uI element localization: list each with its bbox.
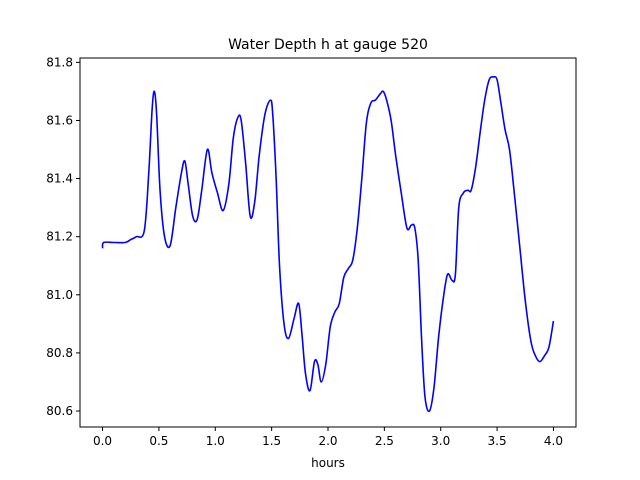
chart-title: Water Depth h at gauge 520 <box>228 37 428 53</box>
x-axis-label: hours <box>311 456 345 470</box>
y-axis: 80.6 80.8 81.0 81.2 81.4 81.6 81.8 <box>46 55 80 418</box>
y-tick-label: 81.4 <box>46 172 73 186</box>
x-tick-label: 0.5 <box>149 434 168 448</box>
x-tick-label: 1.5 <box>262 434 281 448</box>
y-tick-label: 80.6 <box>46 404 73 418</box>
series-line-water-depth <box>101 75 555 413</box>
x-tick-label: 0.0 <box>93 434 112 448</box>
y-tick-label: 81.8 <box>46 55 73 69</box>
x-tick-label: 4.0 <box>544 434 563 448</box>
x-tick-label: 2.5 <box>375 434 394 448</box>
x-axis: 0.0 0.5 1.0 1.5 2.0 2.5 3.0 3.5 4.0 <box>93 427 563 448</box>
x-tick-label: 1.0 <box>206 434 225 448</box>
y-tick-label: 81.2 <box>46 230 73 244</box>
y-tick-label: 81.6 <box>46 113 73 127</box>
x-tick-label: 3.0 <box>431 434 450 448</box>
x-tick-label: 3.5 <box>488 434 507 448</box>
y-tick-label: 81.0 <box>46 288 73 302</box>
y-tick-label: 80.8 <box>46 346 73 360</box>
x-tick-label: 2.0 <box>318 434 337 448</box>
plot-area <box>80 58 576 427</box>
